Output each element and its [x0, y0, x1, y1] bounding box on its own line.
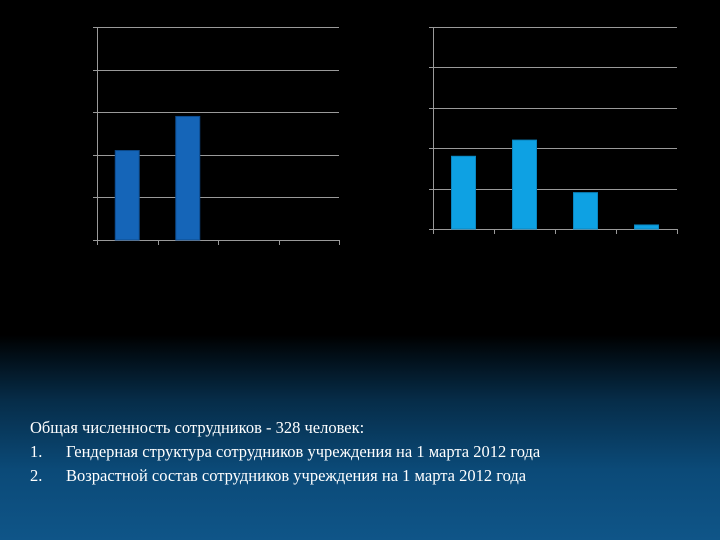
bar: [634, 224, 659, 230]
bar: [573, 192, 598, 230]
bar: [512, 139, 537, 230]
caption: Общая численность сотрудников - 328 чело…: [30, 416, 700, 488]
chart-age-structure: [429, 27, 678, 234]
caption-item-number: 2.: [30, 466, 43, 485]
caption-item-text: Возрастной состав сотрудников учреждения…: [66, 466, 527, 485]
caption-intro: Общая численность сотрудников - 328 чело…: [30, 418, 365, 437]
chart-gender-structure: [93, 27, 340, 245]
caption-item: 1. Гендерная структура сотрудников учреж…: [30, 440, 700, 464]
bar: [175, 115, 201, 241]
charts-area: [93, 27, 678, 245]
caption-item-number: 1.: [30, 442, 43, 461]
bar: [114, 150, 140, 241]
caption-list: 1. Гендерная структура сотрудников учреж…: [30, 440, 700, 488]
bar: [451, 155, 476, 230]
caption-item: 2. Возрастной состав сотрудников учрежде…: [30, 464, 700, 488]
caption-item-text: Гендерная структура сотрудников учрежден…: [66, 442, 541, 461]
